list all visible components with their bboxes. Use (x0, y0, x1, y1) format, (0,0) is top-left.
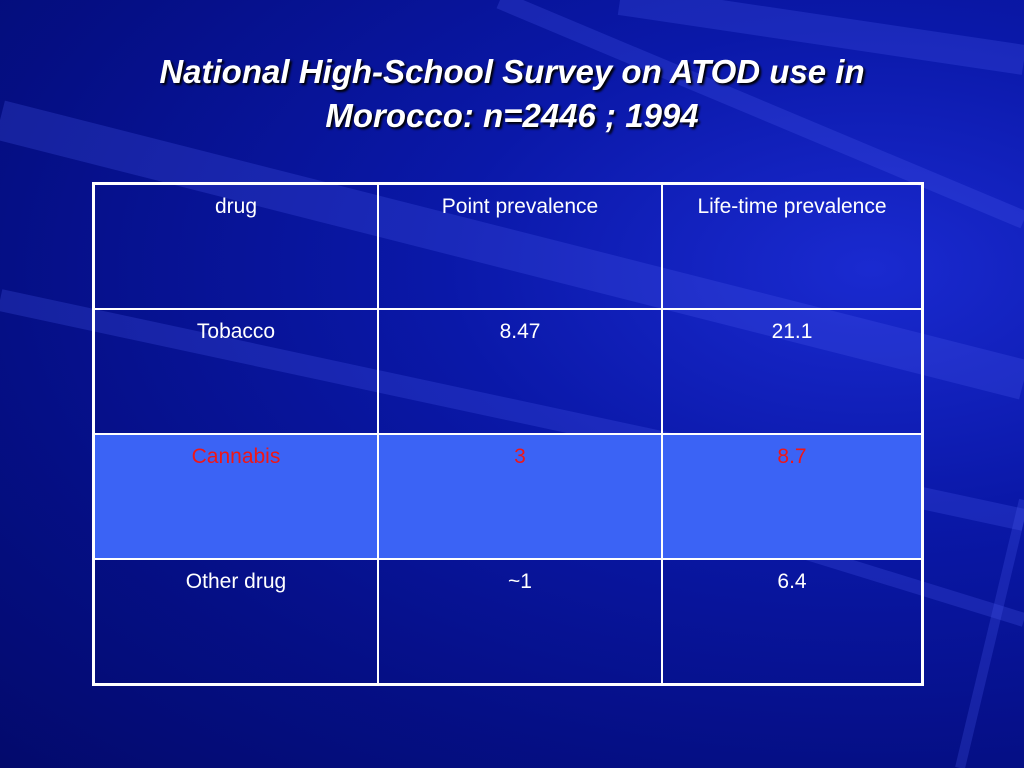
header-cell: Point prevalence (377, 182, 663, 310)
slide-title: National High-School Survey on ATOD use … (0, 50, 1024, 138)
table-cell: Other drug (92, 558, 379, 686)
title-line: National High-School Survey on ATOD use … (159, 53, 865, 90)
title-line: Morocco: n=2446 ; 1994 (325, 97, 699, 134)
table-row: Cannabis 3 8.7 (92, 433, 924, 560)
header-cell: drug (92, 182, 379, 310)
header-row: drug Point prevalence Life-time prevalen… (92, 182, 924, 310)
table-cell: ~1 (377, 558, 663, 686)
table-row: Other drug ~1 6.4 (92, 558, 924, 686)
table-row: Tobacco 8.47 21.1 (92, 308, 924, 435)
data-table: drug Point prevalence Life-time prevalen… (92, 182, 924, 686)
table-cell: Cannabis (92, 433, 379, 560)
table-cell: Tobacco (92, 308, 379, 435)
table-cell: 8.47 (377, 308, 663, 435)
table-cell: 8.7 (661, 433, 924, 560)
table-cell: 3 (377, 433, 663, 560)
table-cell: 6.4 (661, 558, 924, 686)
header-cell: Life-time prevalence (661, 182, 924, 310)
table-cell: 21.1 (661, 308, 924, 435)
